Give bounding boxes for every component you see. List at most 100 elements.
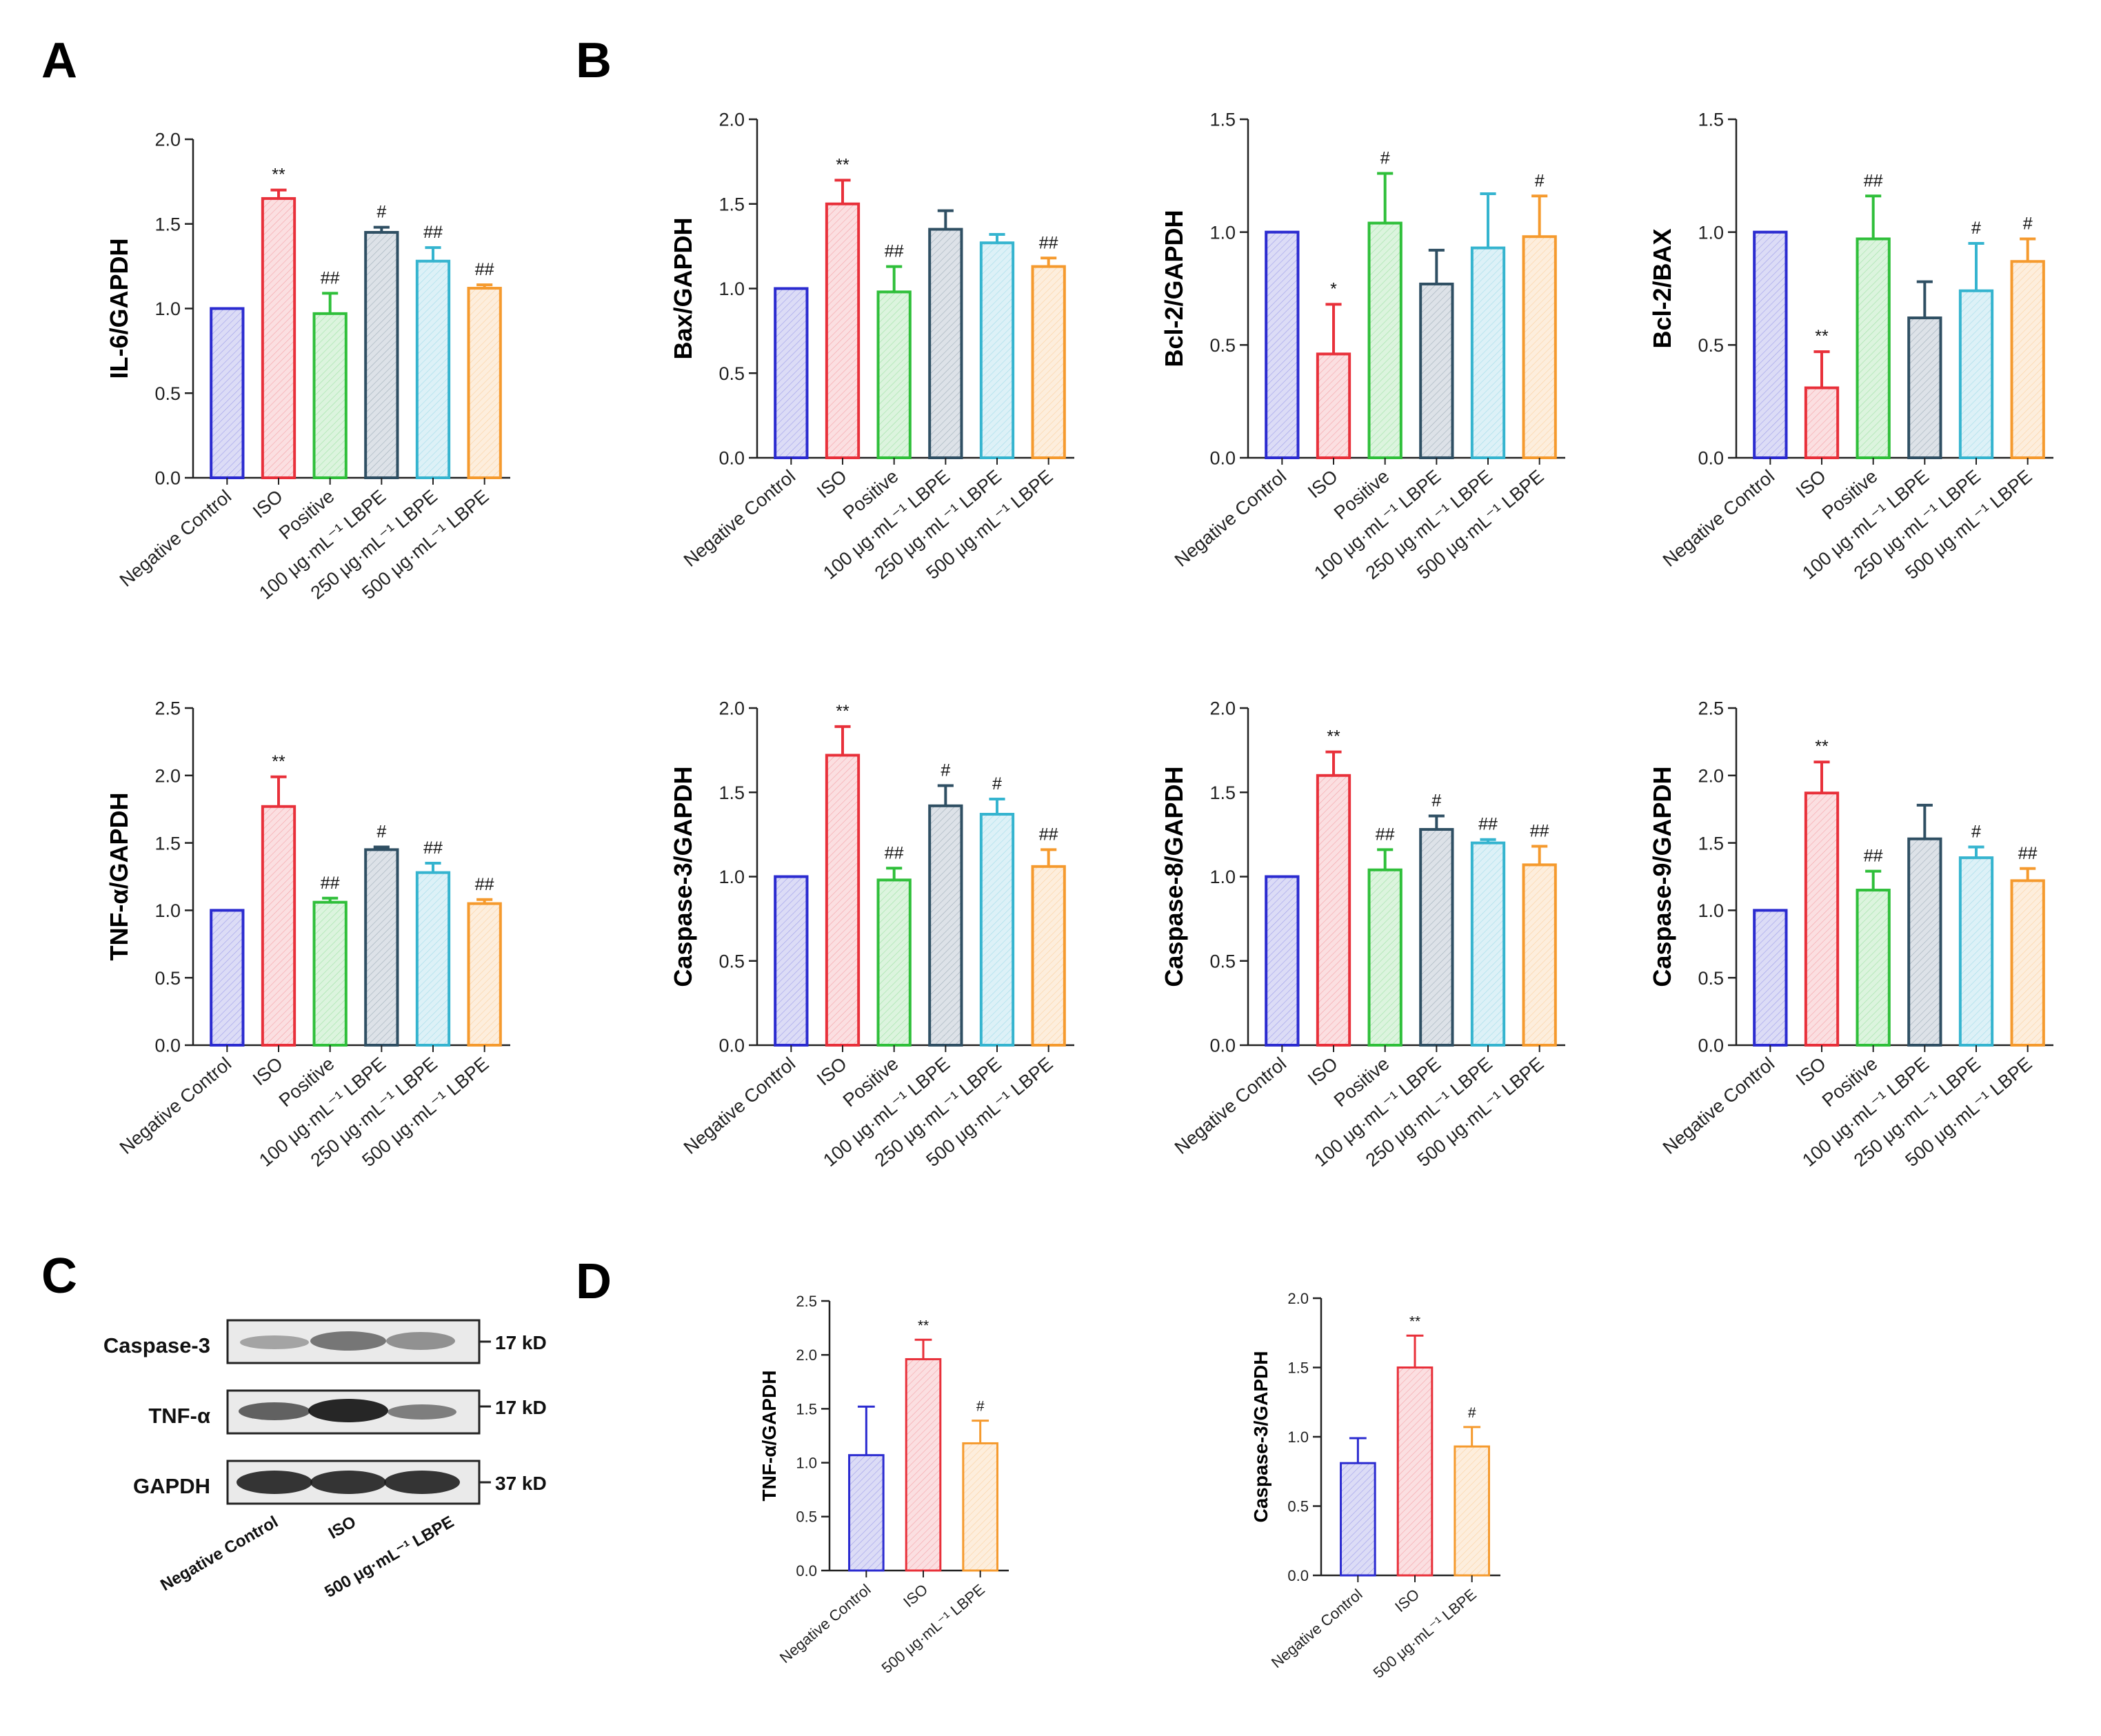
x-tick-label-negative-control: Negative Control bbox=[1659, 466, 1778, 571]
y-tick-label: 1.5 bbox=[154, 833, 181, 854]
y-tick-label: 1.5 bbox=[154, 214, 181, 234]
bar-iso bbox=[1316, 352, 1351, 460]
y-tick-label: 2.0 bbox=[154, 130, 181, 150]
y-tick-label: 0.5 bbox=[1209, 951, 1236, 971]
band-gapdh-iso bbox=[310, 1471, 386, 1494]
x-tick-label-iso: ISO bbox=[813, 466, 851, 503]
bar-negative-control bbox=[210, 307, 245, 479]
significance-positive: ## bbox=[1864, 847, 1883, 866]
y-tick-label: 1.0 bbox=[718, 867, 745, 887]
panel-label-a: A bbox=[41, 33, 77, 88]
blot-kd-caspase-3: 17 kD bbox=[495, 1332, 547, 1353]
y-tick-label: 1.0 bbox=[718, 279, 745, 299]
bar-negative-control bbox=[1340, 1462, 1376, 1577]
y-tick-label: 0.5 bbox=[718, 951, 745, 971]
y-tick-label: 0.5 bbox=[1209, 335, 1236, 356]
significance-250-g-ml-lbpe: ## bbox=[423, 838, 443, 858]
blot-row-tnf-alpha: TNF-α 17 kD bbox=[148, 1389, 547, 1435]
y-tick-label: 1.5 bbox=[718, 783, 745, 803]
y-axis-label: Caspase-9/GAPDH bbox=[1648, 766, 1676, 987]
bar-500-g-ml-lbpe bbox=[2010, 260, 2045, 459]
significance-iso: ** bbox=[836, 702, 850, 721]
y-tick-label: 0.5 bbox=[154, 383, 181, 404]
chart-casp8: 0.0 0.5 1.0 1.5 2.0 Caspase-8/GAPDH Negative C… bbox=[1160, 698, 1565, 1171]
y-axis-label: Bax/GAPDH bbox=[669, 217, 697, 359]
bar-250-g-ml-lbpe bbox=[1958, 289, 1994, 460]
bar-positive bbox=[1367, 221, 1403, 459]
bar-500-g-ml-lbpe bbox=[467, 902, 502, 1047]
bar-iso bbox=[1396, 1366, 1434, 1577]
chart-casp3: 0.0 0.5 1.0 1.5 2.0 Caspase-3/GAPDH Negative C… bbox=[669, 698, 1074, 1171]
y-tick-label: 2.0 bbox=[154, 766, 181, 787]
chart-d_casp3: 0.0 0.5 1.0 1.5 2.0 Caspase-3/GAPDH Negative C… bbox=[1250, 1290, 1500, 1682]
significance-positive: ## bbox=[321, 874, 340, 893]
blot-lane-iso: ISO bbox=[325, 1513, 359, 1543]
y-tick-label: 0.5 bbox=[796, 1508, 817, 1526]
x-tick-label-500-g-ml-lbpe: 500 μg·mL⁻¹ LBPE bbox=[878, 1581, 988, 1677]
band-gapdh-negative-control bbox=[237, 1471, 312, 1494]
y-tick-label: 1.0 bbox=[1287, 1429, 1309, 1446]
bar-250-g-ml-lbpe bbox=[979, 241, 1015, 459]
significance-250-g-ml-lbpe: # bbox=[1971, 219, 1981, 238]
y-tick-label: 1.5 bbox=[1698, 110, 1724, 130]
y-tick-label: 1.5 bbox=[796, 1400, 817, 1417]
bar-iso bbox=[825, 754, 861, 1047]
bar-negative-control bbox=[1753, 909, 1788, 1047]
bar-250-g-ml-lbpe bbox=[1470, 841, 1506, 1047]
significance-positive: ## bbox=[885, 843, 904, 862]
x-tick-label-iso: ISO bbox=[1792, 466, 1830, 503]
blot-kd-gapdh: 37 kD bbox=[495, 1473, 547, 1494]
bar-250-g-ml-lbpe bbox=[979, 813, 1015, 1047]
significance-positive: # bbox=[1380, 149, 1390, 168]
significance-100-g-ml-lbpe: # bbox=[376, 203, 386, 222]
y-tick-label: 2.5 bbox=[796, 1293, 817, 1310]
y-tick-label: 1.0 bbox=[154, 299, 181, 319]
significance-500-g-ml-lbpe: # bbox=[2023, 214, 2033, 233]
x-tick-label-negative-control: Negative Control bbox=[680, 1053, 799, 1158]
bar-iso bbox=[261, 196, 296, 479]
y-axis-label: Caspase-8/GAPDH bbox=[1160, 766, 1188, 987]
x-tick-label-negative-control: Negative Control bbox=[1268, 1586, 1366, 1671]
y-tick-label: 0.0 bbox=[1287, 1567, 1309, 1584]
chart-il6: 0.0 0.5 1.0 1.5 2.0 IL-6/GAPDH Negative Contro… bbox=[105, 130, 510, 603]
chart-d_tnf: 0.0 0.5 1.0 1.5 2.0 2.5 TNF-α/GAPDH Negative Co… bbox=[758, 1293, 1009, 1677]
bar-negative-control bbox=[774, 287, 809, 459]
significance-250-g-ml-lbpe: # bbox=[1971, 822, 1981, 841]
significance-positive: ## bbox=[1864, 171, 1883, 190]
y-axis-label: Caspase-3/GAPDH bbox=[669, 766, 697, 987]
significance-500-g-ml-lbpe: ## bbox=[2018, 844, 2038, 863]
blot-label-gapdh: GAPDH bbox=[133, 1474, 210, 1498]
y-tick-label: 0.0 bbox=[154, 1036, 181, 1056]
y-tick-label: 2.0 bbox=[718, 698, 745, 719]
y-tick-label: 1.5 bbox=[1698, 833, 1724, 854]
significance-iso: ** bbox=[1409, 1313, 1420, 1329]
bar-500-g-ml-lbpe bbox=[1522, 863, 1557, 1047]
panel-label-c: C bbox=[41, 1249, 77, 1304]
significance-iso: ** bbox=[1815, 737, 1829, 756]
significance-500-g-ml-lbpe: ## bbox=[1530, 821, 1549, 840]
significance-500-g-ml-lbpe: # bbox=[976, 1399, 985, 1415]
bar-iso bbox=[1804, 386, 1840, 460]
blot-row-gapdh: GAPDH 37 kD bbox=[133, 1460, 547, 1505]
bar-500-g-ml-lbpe bbox=[1031, 865, 1066, 1047]
bar-100-g-ml-lbpe bbox=[1907, 316, 1942, 460]
x-tick-label-negative-control: Negative Control bbox=[1171, 466, 1290, 571]
y-tick-label: 0.0 bbox=[796, 1562, 817, 1579]
bar-negative-control bbox=[774, 875, 809, 1047]
significance-iso: ** bbox=[1815, 327, 1829, 346]
y-tick-label: 0.5 bbox=[718, 363, 745, 384]
bar-500-g-ml-lbpe bbox=[1454, 1445, 1490, 1577]
significance-iso: * bbox=[1330, 279, 1337, 299]
band-tnf-lbpe bbox=[388, 1404, 456, 1420]
x-tick-label-negative-control: Negative Control bbox=[680, 466, 799, 571]
panel-label-d: D bbox=[576, 1254, 612, 1309]
y-tick-label: 0.5 bbox=[1698, 968, 1724, 989]
y-tick-label: 0.0 bbox=[154, 468, 181, 489]
x-tick-label-iso: ISO bbox=[1792, 1053, 1830, 1090]
significance-100-g-ml-lbpe: # bbox=[941, 760, 950, 780]
y-tick-label: 2.0 bbox=[1209, 698, 1236, 719]
chart-bax: 0.0 0.5 1.0 1.5 2.0 Bax/GAPDH Negative Control… bbox=[669, 110, 1074, 583]
panel-label-b: B bbox=[576, 33, 612, 88]
chart-bcl2: 0.0 0.5 1.0 1.5 Bcl-2/GAPDH Negative Control *… bbox=[1160, 110, 1565, 583]
y-tick-label: 1.0 bbox=[1209, 867, 1236, 887]
